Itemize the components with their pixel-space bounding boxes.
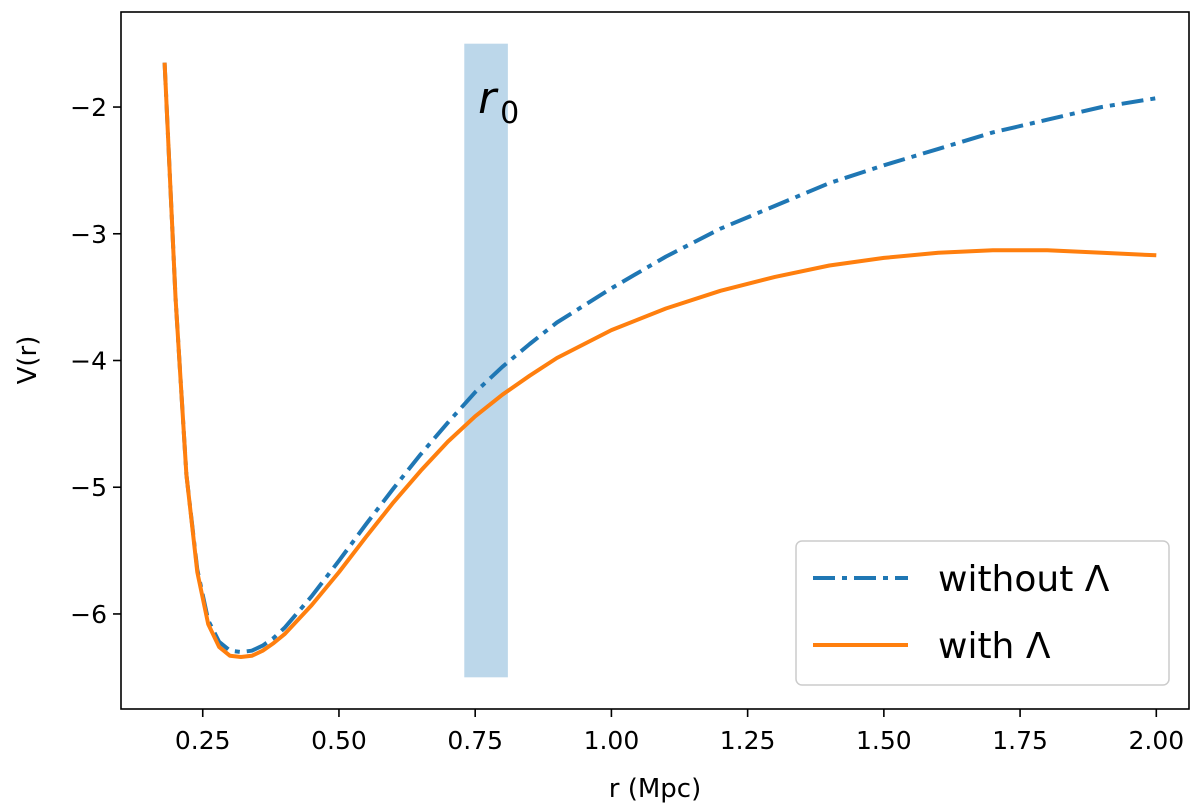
y-tick-label: −6 <box>70 600 107 629</box>
x-axis-label: r (Mpc) <box>609 774 701 804</box>
x-tick-label: 2.00 <box>1128 726 1184 755</box>
legend-label-with-lambda: with Λ <box>938 626 1051 667</box>
r0-band <box>464 43 508 678</box>
y-tick-label: −3 <box>70 220 107 249</box>
r0-annotation-subscript: 0 <box>500 96 519 131</box>
x-tick-label: 1.00 <box>584 726 640 755</box>
series-line-without-lambda <box>162 62 1157 654</box>
y-tick-label: −4 <box>70 347 107 376</box>
x-tick-label: 0.75 <box>447 726 503 755</box>
legend: without Λ with Λ <box>795 540 1170 686</box>
x-axis: 0.25 0.50 0.75 1.00 1.25 1.50 1.75 2.00 <box>175 709 1184 755</box>
y-axis: −6 −5 −4 −3 −2 <box>70 93 121 629</box>
x-tick-label: 1.25 <box>720 726 776 755</box>
legend-box <box>795 540 1170 686</box>
y-tick-label: −2 <box>70 93 107 122</box>
x-tick-label: 0.50 <box>311 726 367 755</box>
x-tick-label: 0.25 <box>175 726 231 755</box>
series-layer <box>162 62 1157 659</box>
x-tick-label: 1.75 <box>992 726 1048 755</box>
y-tick-label: −5 <box>70 473 107 502</box>
y-axis-label: V(r) <box>13 336 43 385</box>
legend-label-without-lambda: without Λ <box>938 559 1110 600</box>
x-tick-label: 1.50 <box>856 726 912 755</box>
r0-annotation-label: r <box>478 73 499 124</box>
r0-band-layer <box>464 43 508 678</box>
series-line-with-lambda <box>162 62 1157 659</box>
